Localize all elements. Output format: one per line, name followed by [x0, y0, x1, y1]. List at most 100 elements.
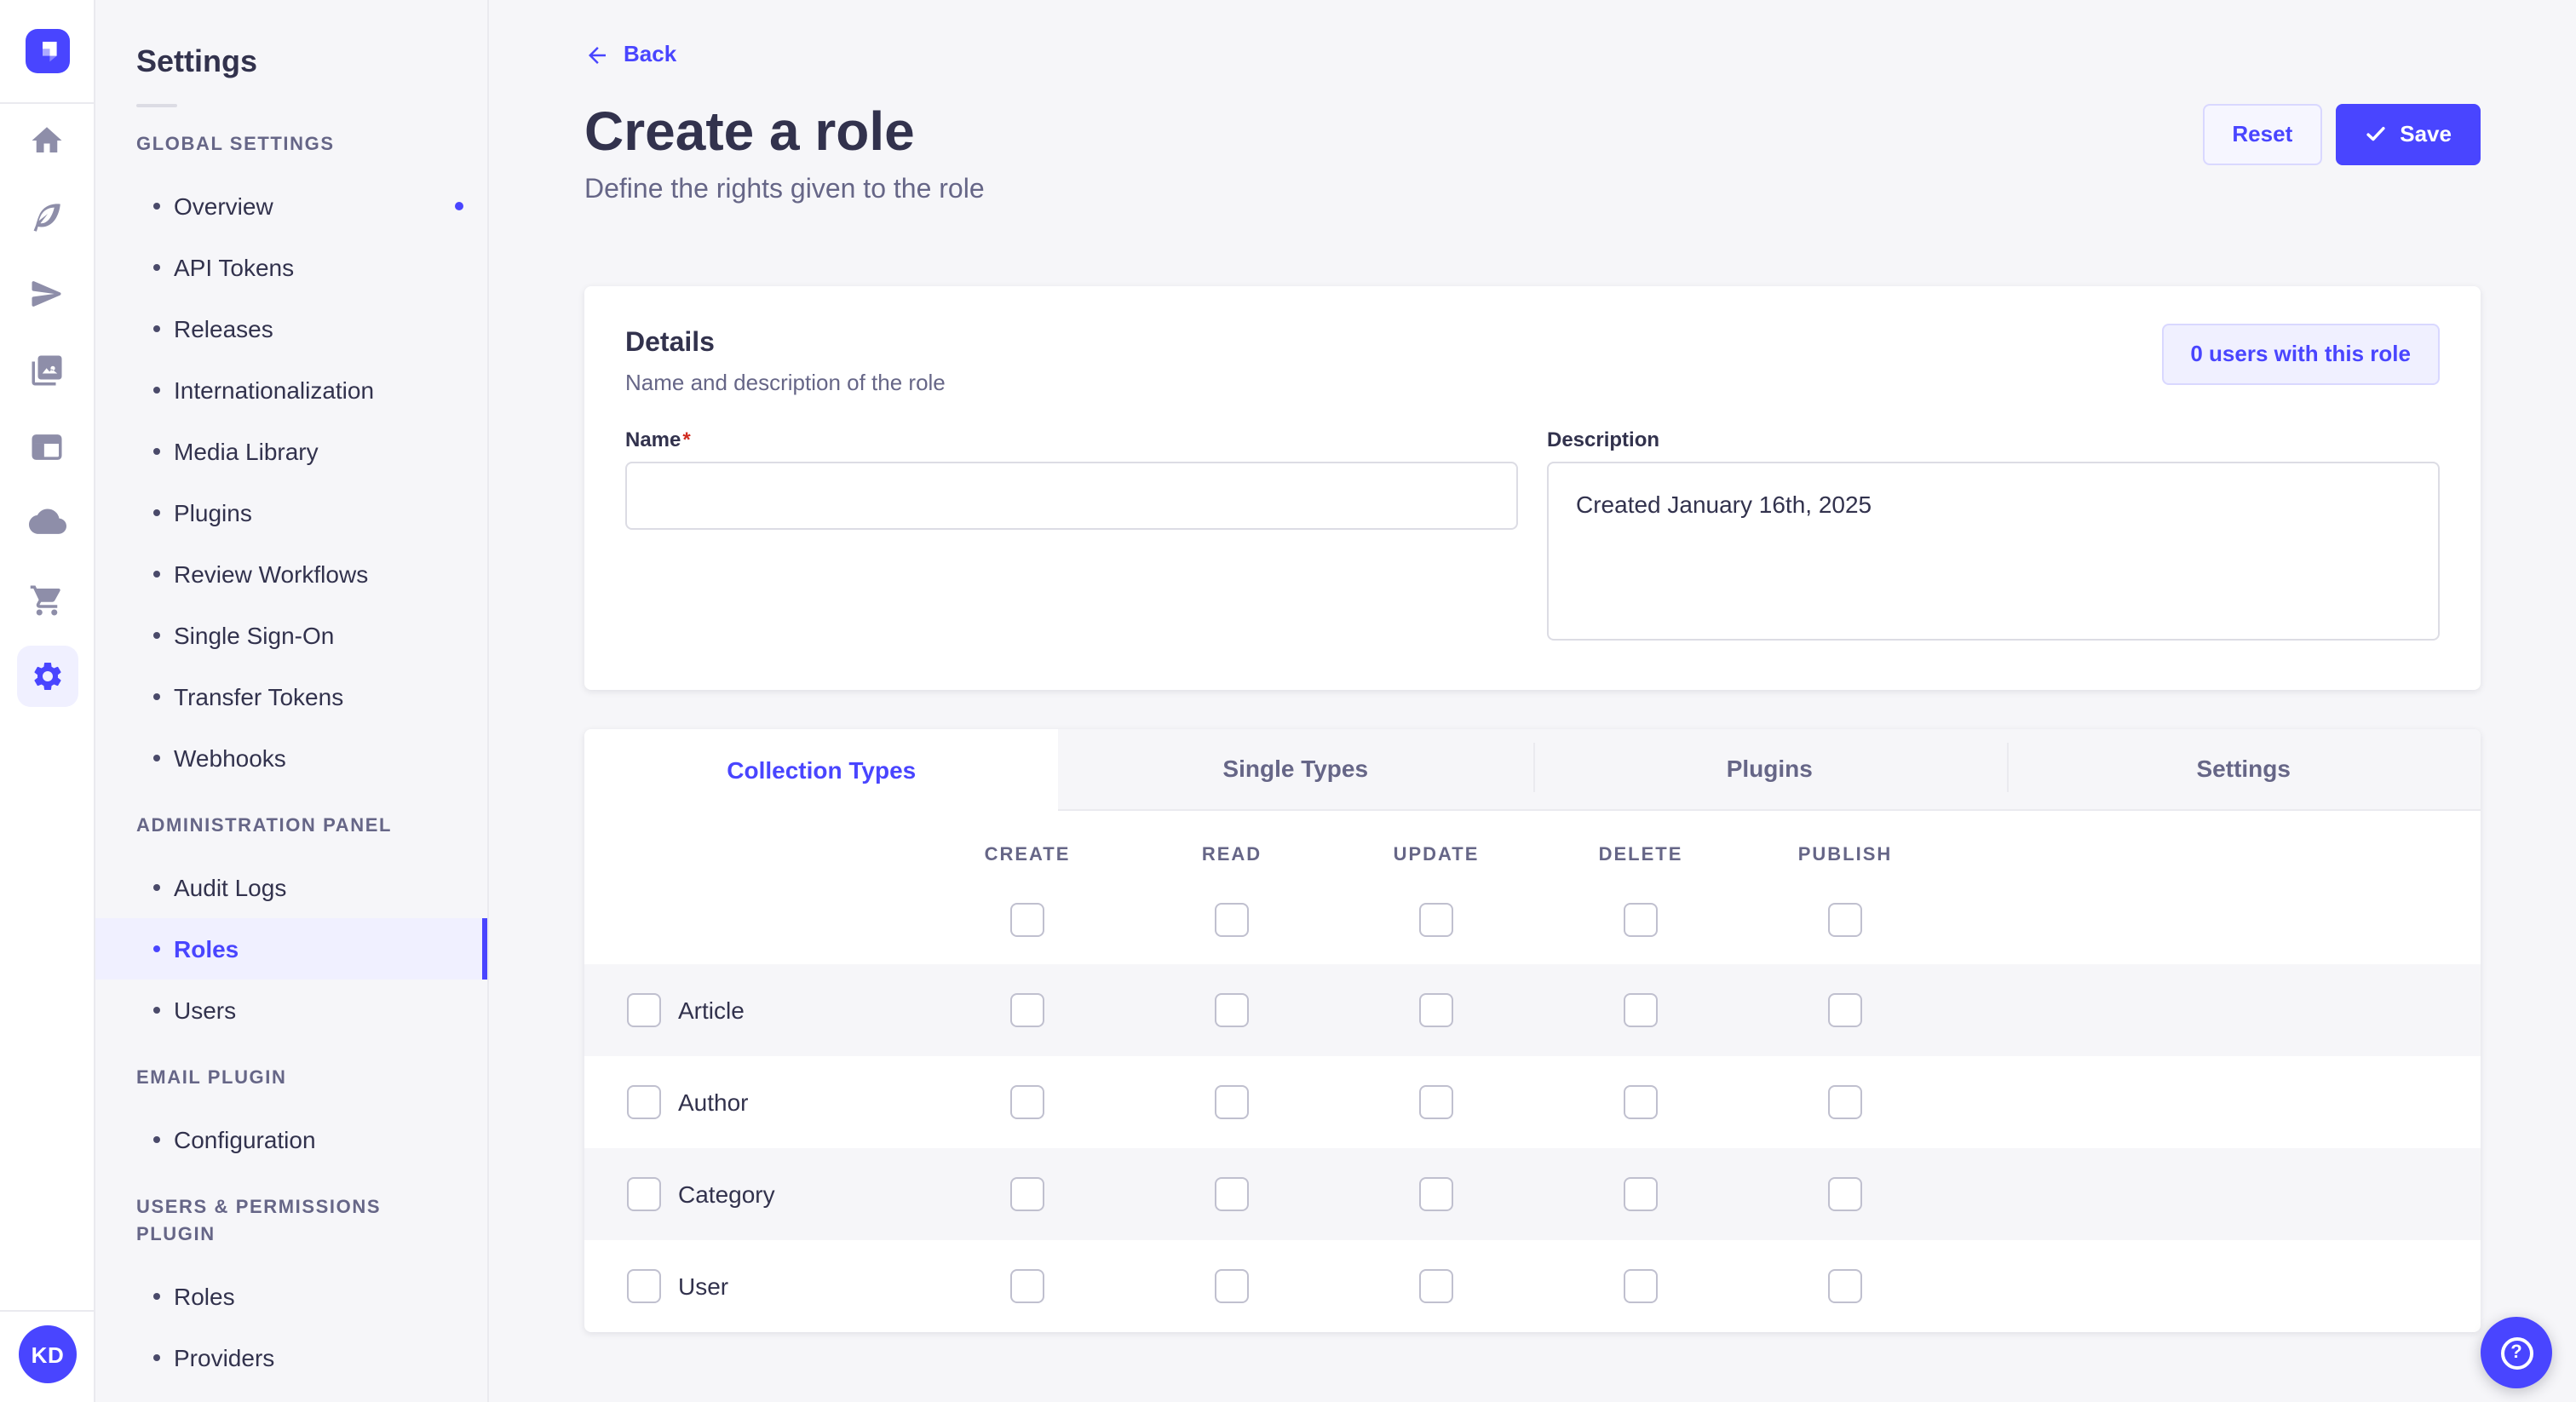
cloud-icon[interactable] — [16, 492, 78, 554]
row-header-author: Author — [584, 1084, 925, 1118]
checkbox-author-publish[interactable] — [1828, 1084, 1862, 1118]
sidebar-item-webhooks[interactable]: Webhooks — [95, 727, 487, 789]
sidebar-item-releases[interactable]: Releases — [95, 298, 487, 359]
marketplace-cart-icon[interactable] — [16, 569, 78, 630]
strapi-logo-icon[interactable] — [25, 29, 69, 73]
sidebar-item-overview[interactable]: Overview — [95, 175, 487, 237]
sidebar-item-label: Users — [174, 997, 237, 1024]
column-header-read: READ — [1201, 844, 1262, 865]
permission-cell — [1130, 992, 1334, 1026]
select-all-create-checkbox[interactable] — [1010, 902, 1044, 936]
select-all-update-checkbox[interactable] — [1419, 902, 1453, 936]
back-link[interactable]: Back — [584, 41, 676, 68]
checkbox-user-publish[interactable] — [1828, 1268, 1862, 1302]
rail-bottom-divider — [0, 1310, 95, 1312]
row-select-checkbox-author[interactable] — [627, 1084, 661, 1118]
permission-cell — [925, 992, 1130, 1026]
media-library-icon[interactable] — [16, 339, 78, 400]
column-checkbox-cell — [925, 902, 1130, 936]
checkbox-author-delete[interactable] — [1624, 1084, 1658, 1118]
checkbox-user-delete[interactable] — [1624, 1268, 1658, 1302]
tab-settings[interactable]: Settings — [2006, 728, 2481, 810]
sidebar-item-label: Media Library — [174, 438, 319, 465]
checkbox-category-publish[interactable] — [1828, 1176, 1862, 1210]
bullet-icon — [153, 325, 160, 332]
checkbox-category-delete[interactable] — [1624, 1176, 1658, 1210]
row-select-checkbox-article[interactable] — [627, 992, 661, 1026]
checkbox-category-update[interactable] — [1419, 1176, 1453, 1210]
table-row-author: Author — [584, 1055, 2481, 1147]
checkbox-user-update[interactable] — [1419, 1268, 1453, 1302]
help-button[interactable]: ? — [2481, 1317, 2552, 1388]
details-fields: Name * Description Created January 16th, … — [625, 423, 2440, 648]
permission-cell — [1743, 1176, 1947, 1210]
sidebar-item-providers[interactable]: Providers — [95, 1327, 487, 1388]
permissions-table-body: Article Author Category User — [584, 963, 2481, 1331]
permission-cell — [1538, 992, 1743, 1026]
sidebar-item-api-tokens[interactable]: API Tokens — [95, 237, 487, 298]
tab-single-types[interactable]: Single Types — [1058, 728, 1532, 810]
details-card: Details Name and description of the role… — [584, 285, 2481, 689]
sidebar-item-review-workflows[interactable]: Review Workflows — [95, 543, 487, 605]
notification-dot — [455, 202, 463, 210]
sidebar-item-audit-logs[interactable]: Audit Logs — [95, 857, 487, 918]
sidebar-item-plugins[interactable]: Plugins — [95, 482, 487, 543]
reset-button[interactable]: Reset — [2203, 103, 2322, 164]
bullet-icon — [153, 693, 160, 700]
sidebar-item-users[interactable]: Users — [95, 980, 487, 1041]
sidebar-item-roles[interactable]: Roles — [95, 918, 487, 980]
arrow-left-icon — [589, 46, 606, 63]
sidebar-item-media-library[interactable]: Media Library — [95, 421, 487, 482]
permission-cell — [1130, 1176, 1334, 1210]
table-row-category: Category — [584, 1147, 2481, 1239]
select-all-delete-checkbox[interactable] — [1624, 902, 1658, 936]
permission-cell — [1334, 1268, 1538, 1302]
checkbox-article-delete[interactable] — [1624, 992, 1658, 1026]
checkbox-article-read[interactable] — [1215, 992, 1249, 1026]
bullet-icon — [153, 387, 160, 394]
checkbox-author-read[interactable] — [1215, 1084, 1249, 1118]
bullet-icon — [153, 884, 160, 891]
checkbox-article-update[interactable] — [1419, 992, 1453, 1026]
sidebar-item-transfer-tokens[interactable]: Transfer Tokens — [95, 666, 487, 727]
checkbox-article-create[interactable] — [1010, 992, 1044, 1026]
checkbox-article-publish[interactable] — [1828, 992, 1862, 1026]
sidebar-item-configuration[interactable]: Configuration — [95, 1109, 487, 1170]
description-label: Description — [1547, 427, 1660, 451]
permissions-table-header: CREATE READ UPDATE DELETE PUBLISH — [584, 810, 2481, 963]
tab-collection-types[interactable]: Collection Types — [584, 728, 1059, 810]
row-select-checkbox-user[interactable] — [627, 1268, 661, 1302]
description-textarea[interactable]: Created January 16th, 2025 — [1547, 461, 2440, 640]
row-header-user: User — [584, 1268, 925, 1302]
select-all-read-checkbox[interactable] — [1215, 902, 1249, 936]
home-icon[interactable] — [16, 109, 78, 170]
header-actions: Reset Save — [2203, 103, 2481, 164]
checkbox-user-create[interactable] — [1010, 1268, 1044, 1302]
select-all-publish-checkbox[interactable] — [1828, 902, 1862, 936]
checkbox-author-create[interactable] — [1010, 1084, 1044, 1118]
checkbox-category-read[interactable] — [1215, 1176, 1249, 1210]
column-header-delete: DELETE — [1598, 844, 1683, 865]
sidebar-section-global-settings: GLOBAL SETTINGS Overview API Tokens Release… — [95, 131, 487, 789]
avatar[interactable]: KD — [19, 1325, 77, 1383]
row-select-checkbox-category[interactable] — [627, 1176, 661, 1210]
name-input[interactable] — [625, 461, 1518, 529]
checkbox-user-read[interactable] — [1215, 1268, 1249, 1302]
content-manager-icon[interactable] — [16, 416, 78, 477]
settings-gear-icon[interactable] — [16, 646, 78, 707]
users-with-role-button[interactable]: 0 users with this role — [2161, 323, 2440, 384]
rail-divider — [0, 102, 95, 104]
bullet-icon — [153, 1136, 160, 1143]
sidebar-item-internationalization[interactable]: Internationalization — [95, 359, 487, 421]
save-button[interactable]: Save — [2335, 103, 2481, 164]
checkbox-author-update[interactable] — [1419, 1084, 1453, 1118]
sidebar-item-single-sign-on[interactable]: Single Sign-On — [95, 605, 487, 666]
send-icon[interactable] — [16, 262, 78, 324]
feather-icon[interactable] — [16, 186, 78, 247]
page-subtitle: Define the rights given to the role — [584, 175, 985, 204]
checkbox-category-create[interactable] — [1010, 1176, 1044, 1210]
sidebar-item-roles[interactable]: Roles — [95, 1266, 487, 1327]
tab-plugins[interactable]: Plugins — [1532, 728, 2007, 810]
bullet-icon — [153, 1354, 160, 1361]
